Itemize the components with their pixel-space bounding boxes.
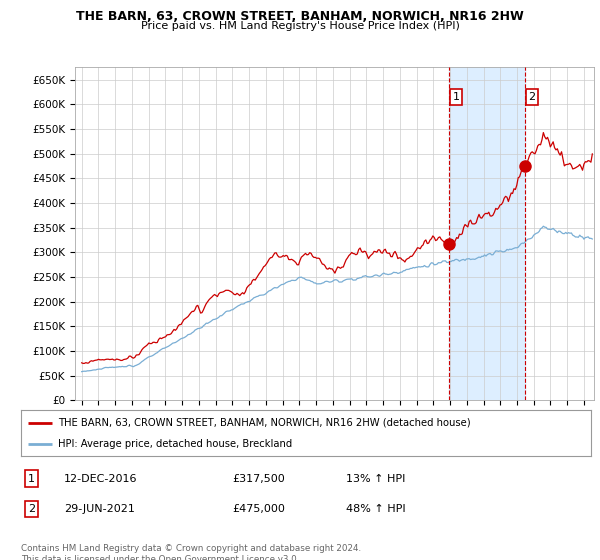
Text: HPI: Average price, detached house, Breckland: HPI: Average price, detached house, Brec… (58, 439, 292, 449)
Text: £317,500: £317,500 (232, 474, 284, 484)
Text: THE BARN, 63, CROWN STREET, BANHAM, NORWICH, NR16 2HW (detached house): THE BARN, 63, CROWN STREET, BANHAM, NORW… (58, 418, 470, 428)
Text: 48% ↑ HPI: 48% ↑ HPI (346, 504, 406, 514)
Text: 29-JUN-2021: 29-JUN-2021 (64, 504, 134, 514)
Text: THE BARN, 63, CROWN STREET, BANHAM, NORWICH, NR16 2HW: THE BARN, 63, CROWN STREET, BANHAM, NORW… (76, 10, 524, 23)
Text: 2: 2 (28, 504, 35, 514)
Text: 2: 2 (529, 92, 536, 102)
Bar (449, 67, 525, 400)
Text: 1: 1 (452, 92, 460, 102)
Text: £475,000: £475,000 (232, 504, 285, 514)
Text: 1: 1 (28, 474, 35, 484)
Text: 13% ↑ HPI: 13% ↑ HPI (346, 474, 405, 484)
Text: Price paid vs. HM Land Registry's House Price Index (HPI): Price paid vs. HM Land Registry's House … (140, 21, 460, 31)
Text: Contains HM Land Registry data © Crown copyright and database right 2024.
This d: Contains HM Land Registry data © Crown c… (21, 544, 361, 560)
Text: 12-DEC-2016: 12-DEC-2016 (64, 474, 137, 484)
